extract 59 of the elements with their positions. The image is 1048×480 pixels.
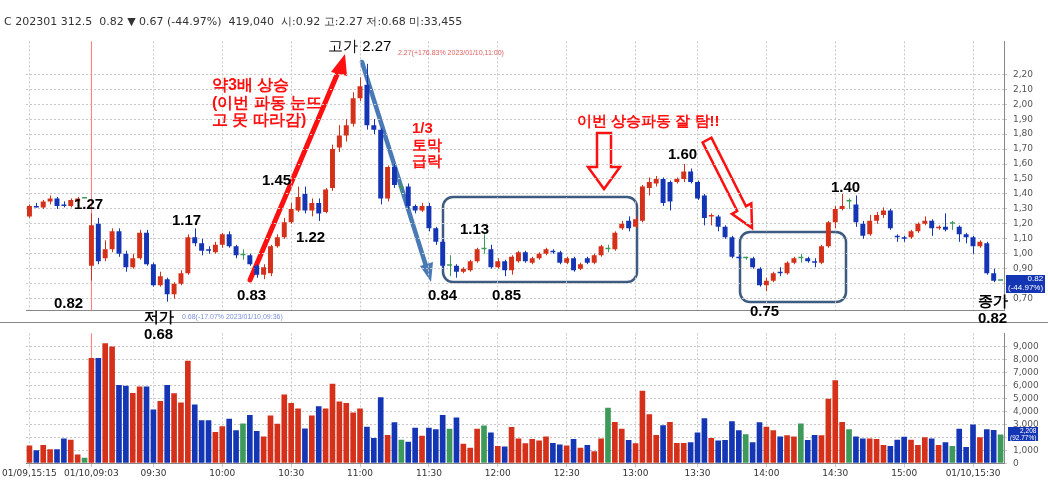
- x-tick-label: 09:30: [140, 467, 167, 478]
- y-tick-label: 1,50: [1013, 173, 1034, 184]
- y-tick-label: 6,000: [1013, 379, 1040, 390]
- x-tick-label: 01/09,15:15: [2, 467, 57, 478]
- y-tick-label: 1,20: [1013, 218, 1034, 229]
- x-tick-label: 12:30: [553, 467, 580, 478]
- x-tick-label: 11:30: [415, 467, 443, 478]
- y-tick-label: 1,30: [1013, 203, 1034, 214]
- annotation: 1.13: [460, 220, 490, 238]
- x-tick-label: 15:00: [891, 467, 918, 478]
- y-tick-label: 2,10: [1013, 83, 1034, 94]
- annotation: 고가 2.27: [328, 37, 392, 55]
- annotation: 1/3 토막 급락: [412, 119, 442, 170]
- annotation: 1.22: [296, 228, 326, 246]
- y-tick-label: 0,70: [1013, 292, 1034, 303]
- x-tick-label: 01/10,09:03: [64, 467, 119, 478]
- annotation: 0.85: [492, 286, 522, 304]
- y-tick-label: 2,20: [1013, 68, 1034, 79]
- y-tick-label: 1,10: [1013, 233, 1034, 244]
- x-tick-label: 10:00: [209, 467, 236, 478]
- annotation: 저가 0.68: [144, 308, 174, 342]
- y-tick-label: 8,000: [1013, 353, 1040, 364]
- annotation: 1.27: [74, 195, 104, 213]
- x-tick-label: 01/10,15:30: [945, 467, 1001, 478]
- y-tick-label: 1,000: [1013, 444, 1040, 455]
- y-tick-label: 2,00: [1013, 98, 1034, 109]
- annotation: 1.60: [668, 145, 698, 163]
- annotation: 1.40: [831, 178, 861, 196]
- x-tick-label: 14:30: [822, 467, 849, 478]
- y-tick-label: 0,90: [1013, 263, 1034, 274]
- y-tick-label: 1,40: [1013, 188, 1034, 199]
- annotation: 0.82: [54, 294, 84, 312]
- y-tick-label: 3,000: [1013, 418, 1040, 429]
- x-tick-label: 11:00: [347, 467, 374, 478]
- annotation: 1.17: [172, 211, 202, 229]
- x-tick-label: 14:00: [753, 467, 780, 478]
- y-tick-label: 1,00: [1013, 248, 1034, 259]
- y-tick-label: 1,90: [1013, 113, 1034, 124]
- annotation: 0.84: [428, 286, 458, 304]
- y-tick-label: 1,80: [1013, 128, 1034, 139]
- annotation: 0.83: [237, 286, 267, 304]
- y-tick-label: 7,000: [1013, 366, 1040, 377]
- annotation: 약3배 상승 (이번 파동 눈뜨 고 못 따라감): [212, 76, 323, 129]
- chart-title: C 202301 312.5 0.82 ▼ 0.67 (-44.97%) 419,040 시:0.92 고:2.27 저:0.68 미:33,455: [4, 14, 463, 29]
- x-tick-label: 13:30: [684, 467, 711, 478]
- annotation: 종가 0.82: [978, 292, 1008, 326]
- y-tick-label: 4,000: [1013, 405, 1040, 416]
- y-tick-label: 1,60: [1013, 158, 1034, 169]
- x-tick-label: 13:00: [622, 467, 649, 478]
- annotation: 0.75: [750, 302, 780, 320]
- annotation: 1.45: [262, 171, 292, 189]
- x-tick-label: 10:30: [278, 467, 305, 478]
- annotation: 이번 상승파동 잘 탐!!: [577, 112, 720, 130]
- y-tick-label: 5,000: [1013, 392, 1040, 403]
- text: 0.82 (-44.97%): [1006, 274, 1046, 293]
- x-tick-label: 12:00: [484, 467, 512, 478]
- y-tick-label: 1,70: [1013, 143, 1034, 154]
- y-tick-label: 0: [1013, 457, 1019, 468]
- y-tick-label: 9,000: [1013, 340, 1040, 351]
